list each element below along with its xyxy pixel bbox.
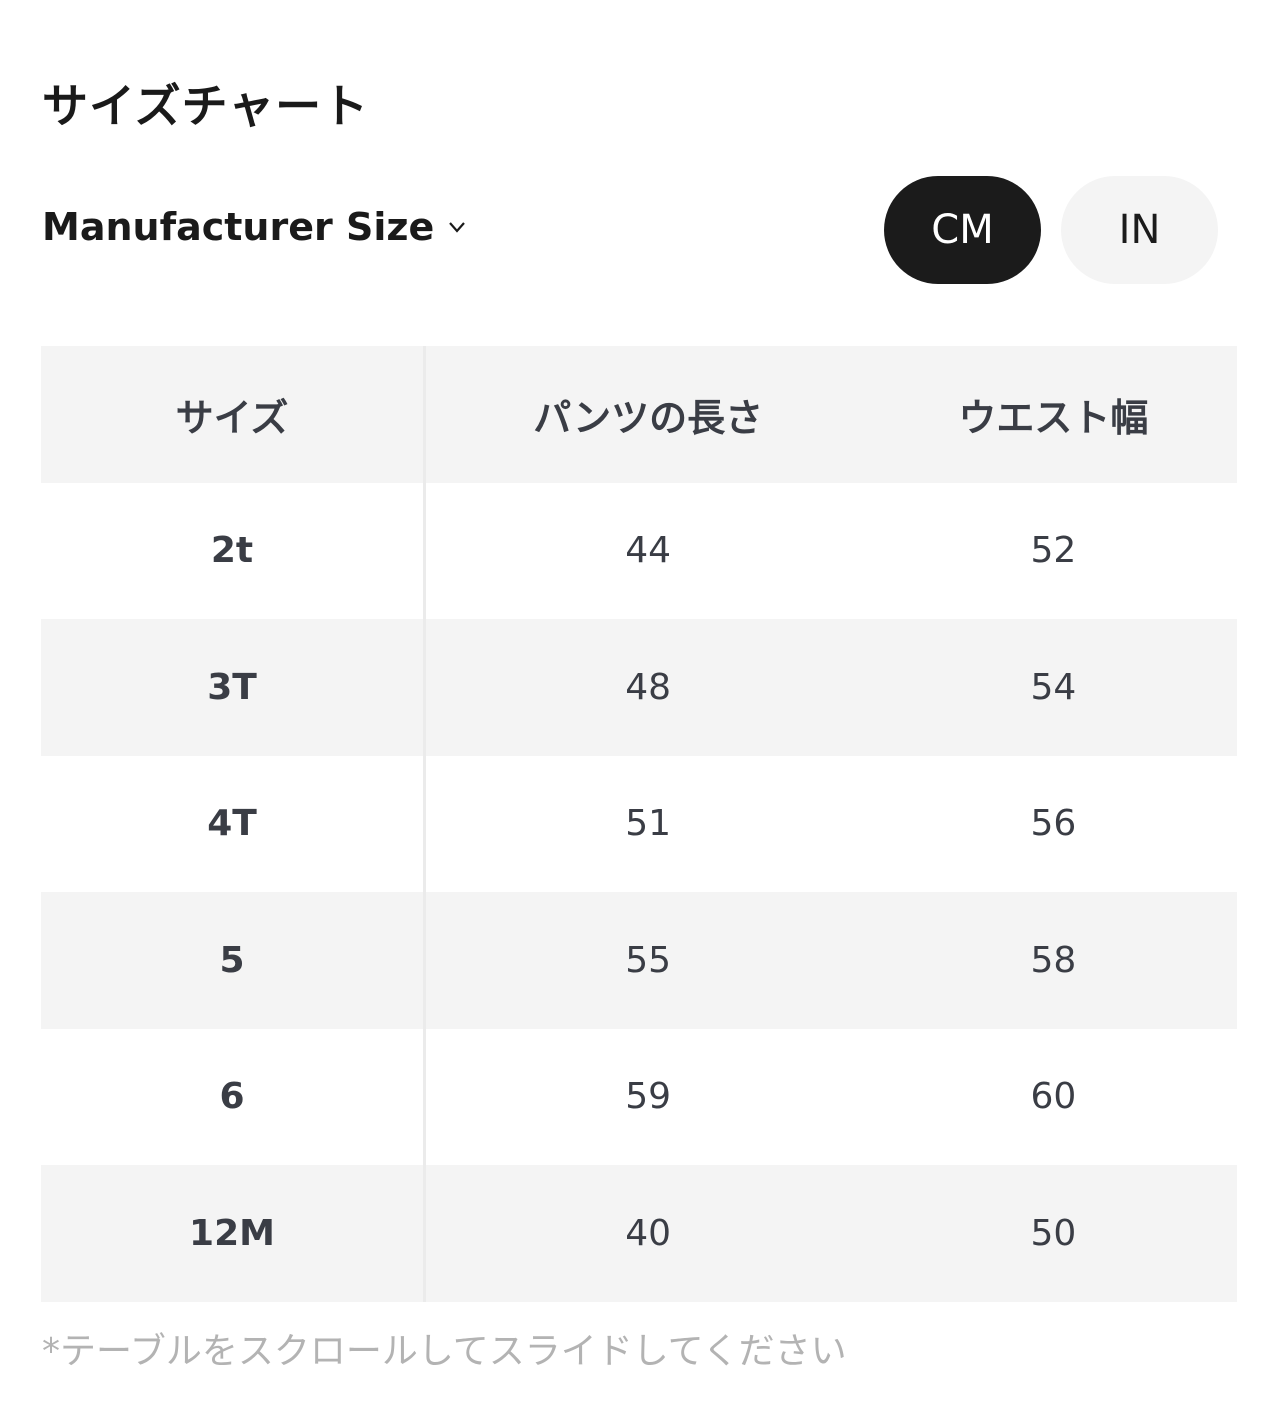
cell-size: 2t xyxy=(41,482,426,619)
cell-waist-width: 50 xyxy=(1030,1212,1077,1254)
table-row: 4T 51 56 xyxy=(41,755,1237,892)
unit-in-button[interactable]: IN xyxy=(1061,176,1218,284)
cell-pants-length: 40 xyxy=(625,1212,672,1254)
table-row: 12M 40 50 xyxy=(41,1165,1237,1302)
table-row: 6 59 60 xyxy=(41,1028,1237,1165)
cell-waist-width: 52 xyxy=(1030,530,1077,572)
unit-cm-button[interactable]: CM xyxy=(884,176,1041,284)
cell-size: 12M xyxy=(41,1165,426,1302)
cell-size: 4T xyxy=(41,755,426,892)
header-size: サイズ xyxy=(41,346,426,483)
header-pants-length: パンツの長さ xyxy=(533,395,764,440)
table-header-row: サイズ パンツの長さ ウエスト幅 xyxy=(41,346,1237,483)
cell-pants-length: 55 xyxy=(625,939,672,981)
table-row: 2t 44 52 xyxy=(41,482,1237,619)
cell-waist-width: 60 xyxy=(1030,1076,1077,1118)
cell-pants-length: 59 xyxy=(625,1076,672,1118)
scroll-hint: *テーブルをスクロールしてスライドしてください xyxy=(42,1331,847,1372)
cell-size: 5 xyxy=(41,892,426,1029)
header-waist-width: ウエスト幅 xyxy=(958,395,1149,440)
cell-pants-length: 48 xyxy=(625,666,672,708)
size-system-dropdown[interactable]: Manufacturer Size xyxy=(42,205,466,249)
size-chart-table[interactable]: サイズ パンツの長さ ウエスト幅 2t 44 52 3T 48 54 4T 51 56 5 55 58… xyxy=(41,346,1238,1302)
cell-waist-width: 54 xyxy=(1030,666,1077,708)
cell-pants-length: 44 xyxy=(625,530,672,572)
cell-pants-length: 51 xyxy=(625,803,672,845)
table-row: 3T 48 54 xyxy=(41,619,1237,756)
chevron-down-icon xyxy=(449,222,466,233)
cell-waist-width: 58 xyxy=(1030,939,1077,981)
cell-waist-width: 56 xyxy=(1030,803,1077,845)
page-title: サイズチャート xyxy=(42,79,370,133)
table-row: 5 55 58 xyxy=(41,892,1237,1029)
cell-size: 3T xyxy=(41,619,426,756)
cell-size: 6 xyxy=(41,1028,426,1165)
size-system-label: Manufacturer Size xyxy=(42,205,435,249)
